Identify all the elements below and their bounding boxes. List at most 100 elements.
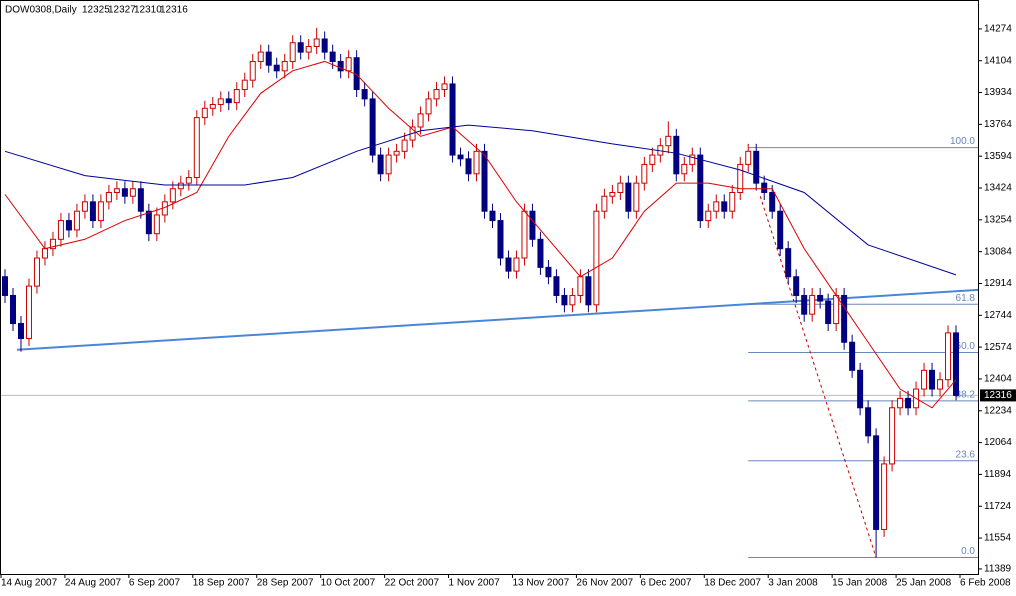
candle-body: [25, 285, 32, 340]
y-tick-label: 12064: [984, 437, 1012, 448]
x-tick-label: 28 Sep 2007: [257, 578, 314, 589]
x-tick-label: 6 Feb 2008: [960, 578, 1011, 589]
candle-body: [145, 210, 152, 235]
candle-body: [953, 332, 960, 396]
candle-body: [937, 379, 944, 390]
candle-body: [73, 210, 80, 231]
candle-body: [57, 220, 64, 240]
y-tick-label: 12914: [984, 278, 1012, 289]
last-price-box: [980, 389, 1016, 402]
candle-body: [417, 113, 424, 128]
candle-body: [233, 89, 240, 104]
candle-body: [577, 276, 584, 296]
y-tick-label: 12574: [984, 342, 1012, 353]
candle-body: [761, 182, 768, 193]
candle-body: [441, 83, 448, 91]
candle-body: [393, 150, 400, 156]
candle-body: [201, 107, 208, 119]
candle-body: [17, 323, 24, 340]
candle-body: [377, 154, 384, 175]
candle-body: [905, 397, 912, 409]
candle-body: [425, 98, 432, 115]
candle-body: [9, 294, 16, 325]
candle-body: [217, 98, 224, 106]
x-tick-label: 13 Nov 2007: [512, 578, 569, 589]
candle-body: [361, 89, 368, 100]
x-tick-label: 3 Jan 2008: [768, 578, 818, 589]
y-tick-label: 13254: [984, 214, 1012, 225]
candle-body: [785, 248, 792, 278]
candle-body: [225, 98, 232, 104]
candle-body: [177, 182, 184, 190]
candle-body: [641, 163, 648, 184]
y-tick-label: 11724: [984, 501, 1012, 512]
candle-body: [809, 294, 816, 315]
candle-body: [505, 257, 512, 272]
y-tick-label: 13424: [984, 183, 1012, 194]
candle-body: [873, 435, 880, 530]
candle-body: [97, 201, 104, 222]
candle-body: [321, 38, 328, 53]
candle-body: [457, 154, 464, 160]
candle-body: [489, 210, 496, 222]
candle-body: [753, 150, 760, 184]
candle-body: [793, 276, 800, 296]
candle-body: [857, 369, 864, 409]
candle-body: [849, 341, 856, 371]
candle-body: [569, 294, 576, 306]
moving-average: [4, 60, 957, 409]
candle-body: [921, 369, 928, 390]
x-tick-label: 25 Jan 2008: [896, 578, 951, 589]
candle-body: [833, 294, 840, 325]
candle-body: [729, 191, 736, 212]
candle-body: [41, 248, 48, 259]
candle-body: [297, 42, 304, 53]
candle-body: [129, 188, 136, 197]
candle-body: [537, 238, 544, 268]
header-high: 12327: [108, 5, 136, 16]
y-tick-label: 11894: [984, 469, 1012, 480]
candle-body: [33, 257, 40, 287]
candle-body: [209, 104, 216, 109]
candle-body: [257, 51, 264, 62]
candle-body: [673, 135, 680, 175]
candle-body: [473, 150, 480, 175]
plot-frame: [0, 0, 979, 575]
candle-body: [825, 300, 832, 325]
candle-body: [249, 60, 256, 81]
candle-body: [305, 45, 312, 53]
candle-body: [481, 150, 488, 212]
candle-body: [649, 154, 656, 165]
candle-body: [681, 163, 688, 175]
candle-body: [345, 57, 352, 72]
candle-body: [521, 210, 528, 259]
candle-body: [705, 210, 712, 222]
y-tick-label: 12744: [984, 310, 1012, 321]
candle-body: [841, 294, 848, 343]
candle-body: [817, 294, 824, 302]
candle-body: [385, 154, 392, 175]
candle-body: [49, 238, 56, 250]
candle-body: [545, 266, 552, 278]
candle-body: [497, 220, 504, 259]
candle-body: [801, 294, 808, 315]
candle-body: [625, 182, 632, 212]
candle-body: [81, 201, 88, 212]
candle-body: [121, 188, 128, 197]
candle-body: [945, 332, 952, 381]
candle-body: [553, 276, 560, 296]
candle-body: [617, 182, 624, 193]
y-tick-label: 11389: [984, 564, 1012, 575]
y-tick-label: 14104: [984, 55, 1012, 66]
fib-label: 0.0: [961, 546, 975, 557]
last-price-label: 12316: [984, 390, 1012, 401]
fib-label: 50.0: [956, 341, 976, 352]
x-tick-label: 14 Aug 2007: [1, 578, 58, 589]
candle-body: [881, 463, 888, 530]
x-tick-label: 6 Dec 2007: [640, 578, 692, 589]
candle-body: [689, 154, 696, 165]
x-tick-label: 18 Sep 2007: [193, 578, 250, 589]
y-tick-label: 11554: [984, 533, 1012, 544]
